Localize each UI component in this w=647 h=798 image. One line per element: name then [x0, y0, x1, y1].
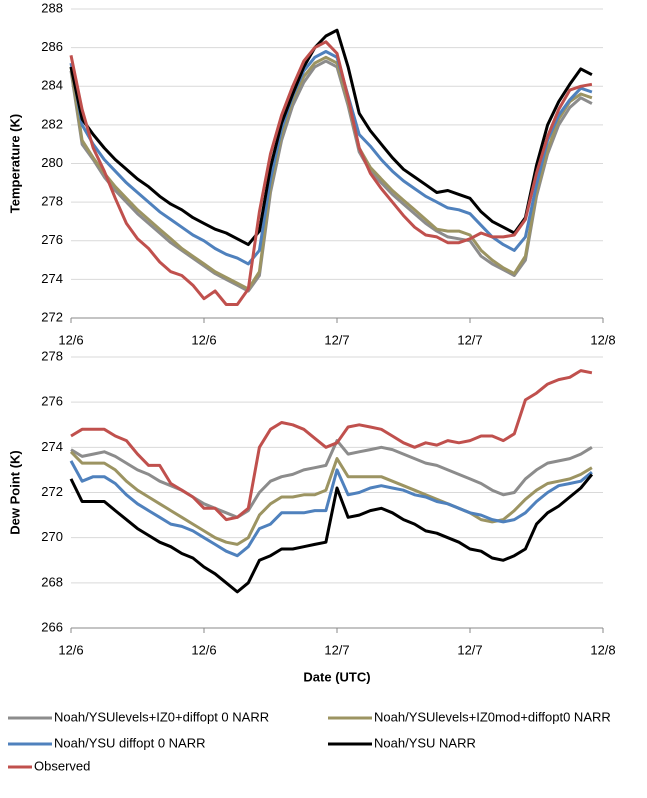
series-line: [69, 50, 593, 266]
x-tick-label: 12/7: [324, 642, 349, 657]
legend-label: Noah/YSU diffopt 0 NARR: [54, 735, 206, 750]
x-axis-label: Date (UTC): [303, 669, 370, 684]
y-tick-label: 272: [41, 309, 63, 324]
y-tick-label: 276: [41, 394, 63, 409]
y-tick-label: 278: [41, 348, 63, 363]
x-tick-label: 12/7: [457, 642, 482, 657]
y-tick-label: 288: [41, 0, 63, 15]
series-line: [70, 369, 593, 522]
y-tick-label: 266: [41, 619, 63, 634]
y-tick-label: 274: [41, 271, 63, 286]
x-tick-label: 12/8: [590, 642, 615, 657]
legend-label: Observed: [34, 758, 90, 773]
y-tick-label: 274: [41, 439, 63, 454]
series-line: [69, 55, 593, 291]
legend-label: Noah/YSUlevels+IZ0mod+diffopt0 NARR: [374, 709, 611, 724]
y-tick-label: 284: [41, 78, 63, 93]
y-tick-label: 272: [41, 484, 63, 499]
y-tick-label: 276: [41, 232, 63, 247]
y-tick-label: 278: [41, 194, 63, 209]
y-tick-label: 280: [41, 155, 63, 170]
y-tick-label: 268: [41, 574, 63, 589]
y-tick-label: 282: [41, 116, 63, 131]
x-tick-label: 12/6: [58, 332, 83, 347]
series-line: [70, 439, 593, 519]
y-tick-label: 270: [41, 529, 63, 544]
series-line: [69, 450, 593, 546]
series-line: [69, 59, 593, 293]
x-tick-label: 12/8: [590, 332, 615, 347]
legend-label: Noah/YSUlevels+IZ0+diffopt 0 NARR: [54, 709, 269, 724]
series-line: [69, 40, 593, 306]
y-tick-label: 286: [41, 39, 63, 54]
x-tick-label: 12/6: [191, 642, 216, 657]
series-line: [69, 28, 593, 247]
y-axis-label: Dew Point (K): [7, 450, 22, 535]
y-axis-label: Temperature (K): [7, 114, 22, 213]
x-tick-label: 12/6: [58, 642, 83, 657]
x-tick-label: 12/7: [324, 332, 349, 347]
series-line: [69, 460, 593, 558]
x-tick-label: 12/7: [457, 332, 482, 347]
series-line: [69, 473, 594, 594]
x-tick-label: 12/6: [191, 332, 216, 347]
legend-label: Noah/YSU NARR: [374, 735, 476, 750]
